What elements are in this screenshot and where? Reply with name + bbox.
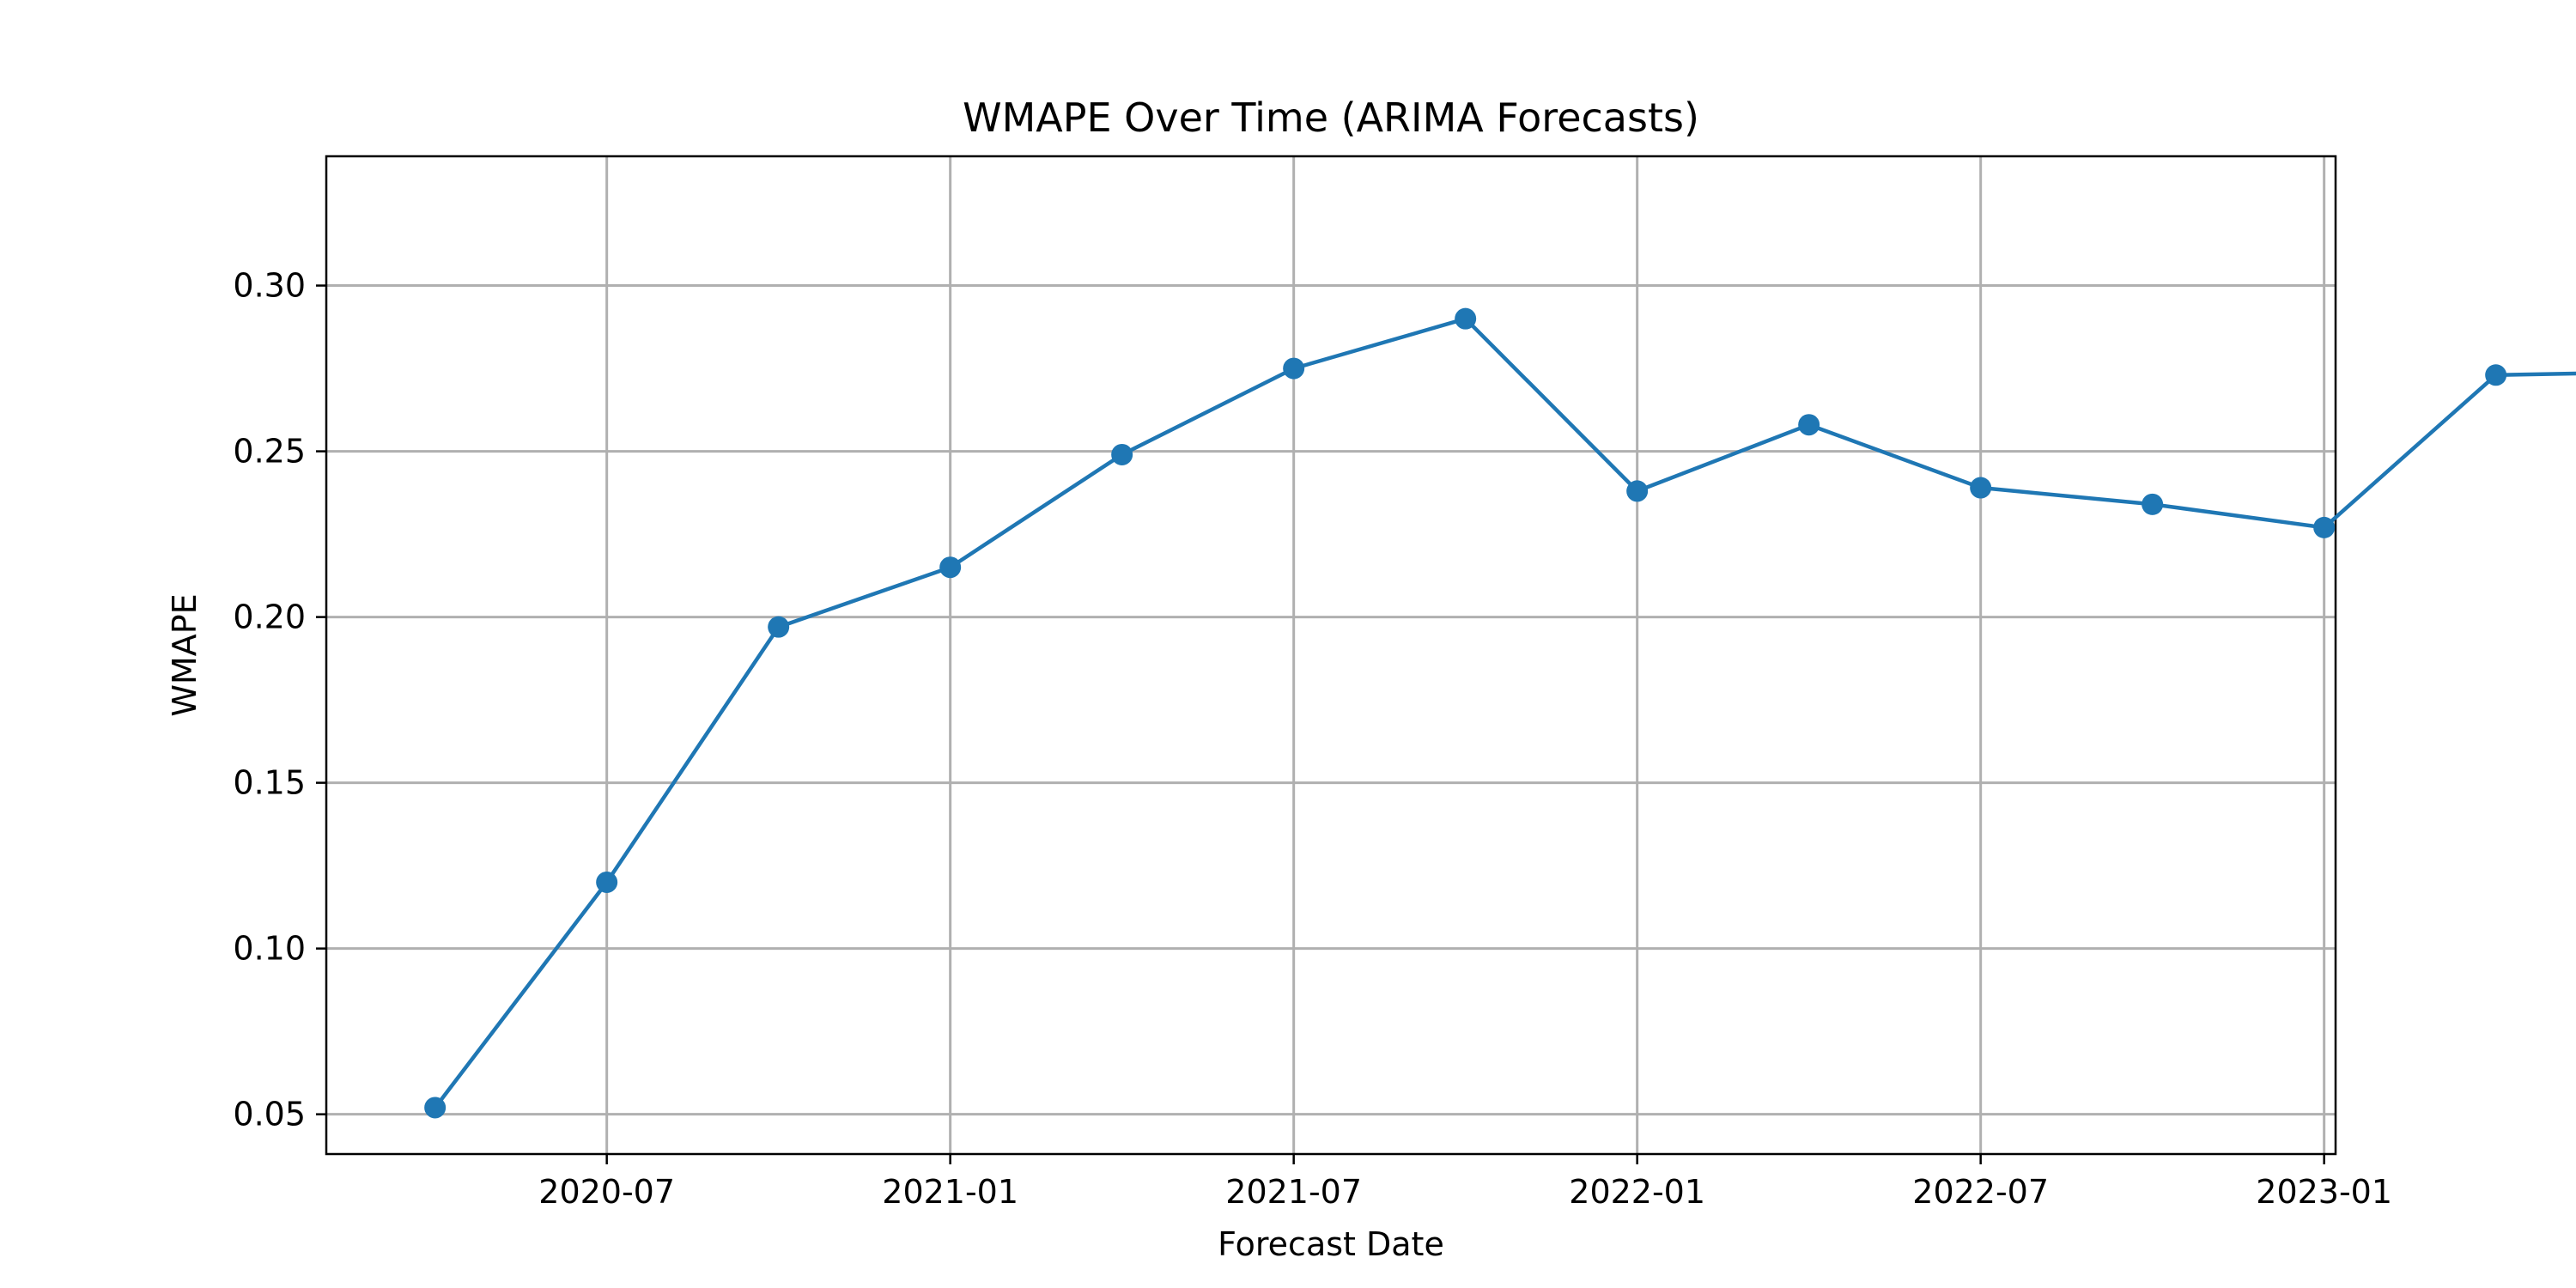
x-axis-ticks: 2020-07 2021-01 2021-07 2022-01 2022-07 2023-… — [538, 1154, 2392, 1211]
x-tick-label: 2022-01 — [1569, 1173, 1705, 1211]
y-tick-label: 0.25 — [233, 433, 306, 471]
series-line — [433, 316, 2576, 1110]
x-tick-label: 2022-07 — [1912, 1173, 2049, 1211]
series — [424, 307, 2576, 1119]
x-axis-label: Forecast Date — [1218, 1225, 1444, 1263]
y-tick-label: 0.20 — [233, 598, 306, 636]
data-point — [1970, 477, 1992, 499]
data-point — [2313, 516, 2336, 538]
data-point — [2485, 364, 2507, 386]
data-point — [1626, 480, 1649, 502]
x-tick-label: 2023-01 — [2256, 1173, 2392, 1211]
y-tick-label: 0.30 — [233, 267, 306, 305]
chart-title: WMAPE Over Time (ARIMA Forecasts) — [963, 94, 1699, 141]
data-point — [1283, 357, 1305, 380]
y-axis-ticks: 0.05 0.10 0.15 0.20 0.25 0.30 — [233, 267, 326, 1133]
y-tick-label: 0.15 — [233, 764, 306, 802]
y-tick-label: 0.05 — [233, 1096, 306, 1133]
data-point — [1798, 414, 1820, 436]
data-point — [2142, 493, 2164, 515]
y-axis-label: WMAPE — [166, 593, 204, 716]
data-point — [939, 556, 962, 579]
y-tick-label: 0.10 — [233, 930, 306, 968]
plot-area — [325, 155, 2337, 1156]
x-tick-label: 2020-07 — [538, 1173, 675, 1211]
data-point — [596, 871, 618, 893]
grid — [326, 156, 2336, 1154]
data-point — [1455, 307, 1477, 330]
data-point — [768, 616, 790, 638]
data-point — [424, 1097, 447, 1119]
x-tick-label: 2021-07 — [1225, 1173, 1362, 1211]
data-point — [1111, 443, 1133, 465]
x-tick-label: 2021-01 — [882, 1173, 1018, 1211]
